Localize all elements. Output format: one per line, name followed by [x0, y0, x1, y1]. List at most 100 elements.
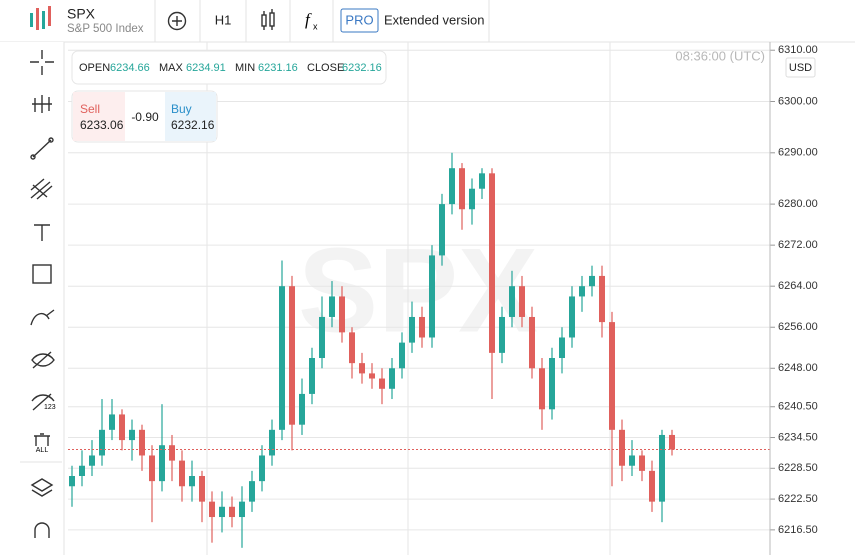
icon-label: 123 — [44, 404, 56, 411]
candle-body — [279, 286, 285, 430]
sell-price[interactable]: 6233.06 — [80, 118, 124, 132]
chart-type-button[interactable] — [261, 9, 275, 30]
candle-body — [639, 455, 645, 471]
add-button[interactable] — [167, 11, 187, 31]
candle-body — [389, 368, 395, 389]
min-label: MIN — [235, 62, 255, 74]
open-value: 6234.66 — [110, 62, 150, 74]
logo — [30, 6, 51, 30]
candle-body — [269, 429, 275, 456]
candle-body — [669, 434, 675, 450]
y-tick-label: 6290.00 — [778, 147, 818, 159]
candle-body — [609, 322, 615, 430]
candle-body — [659, 434, 665, 502]
y-tick-label: 6234.50 — [778, 431, 818, 443]
candle-body — [319, 316, 325, 359]
sell-button[interactable] — [73, 92, 125, 141]
watermark: SPX — [298, 224, 538, 358]
symbol-name: S&P 500 Index — [67, 23, 144, 35]
candle-body — [559, 337, 565, 359]
crosshair-tool[interactable] — [30, 50, 54, 75]
candle-body — [179, 460, 185, 487]
candle-body — [129, 429, 135, 441]
candle-body — [549, 358, 555, 410]
candle-body — [489, 173, 495, 353]
max-label: MAX — [159, 62, 184, 74]
currency-box[interactable] — [785, 57, 816, 78]
candle-body — [79, 465, 85, 476]
fib-tool[interactable] — [30, 178, 53, 200]
candle-body — [249, 481, 255, 502]
candle-body — [149, 455, 155, 482]
candle-body — [359, 363, 365, 374]
chart: SPX 6310.00 6300.00 6290.00 6280.00 6272.00 62… — [68, 42, 818, 555]
candle-body — [159, 445, 165, 482]
y-tick-label: 6216.50 — [778, 524, 818, 536]
candle-body — [239, 501, 245, 518]
hide-indicators-tool[interactable]: 123 — [31, 393, 56, 411]
candle-body — [339, 296, 345, 333]
layers-tool[interactable] — [30, 478, 54, 497]
candle-body — [499, 316, 505, 353]
y-tick-label: 6256.00 — [778, 321, 818, 333]
buy-price[interactable]: 6232.16 — [171, 118, 215, 132]
candle-body — [89, 455, 95, 466]
clock: 08:36:00 (UTC) — [675, 48, 765, 63]
candle-body — [539, 368, 545, 410]
candle-body — [469, 188, 475, 210]
candle-body — [109, 414, 115, 430]
shape-tool[interactable] — [32, 264, 52, 284]
pro-label[interactable]: PRO — [345, 12, 373, 27]
candle-body — [99, 429, 105, 456]
candle-body — [119, 414, 125, 441]
candle-body — [519, 286, 525, 317]
spread: -0.90 — [131, 110, 159, 124]
y-tick-label: 6264.00 — [778, 280, 818, 292]
candle-body — [329, 296, 335, 317]
extended-version[interactable]: Extended version — [384, 12, 484, 27]
magnet-tool[interactable] — [34, 522, 50, 538]
candle-body — [209, 501, 215, 518]
y-tick-label: 6240.50 — [778, 401, 818, 413]
candle-body — [259, 455, 265, 482]
remove-all-tool[interactable]: ALL — [34, 433, 50, 454]
hide-drawings-tool[interactable] — [31, 351, 55, 369]
pro-badge[interactable] — [340, 8, 379, 33]
open-label: OPEN — [79, 62, 110, 74]
y-tick-label: 6228.50 — [778, 462, 818, 474]
close-value: 6232.16 — [342, 62, 382, 74]
candle-body — [189, 475, 195, 487]
candle-body — [289, 286, 295, 425]
candle-body — [349, 332, 355, 364]
currency[interactable]: USD — [789, 62, 812, 74]
max-value: 6234.91 — [186, 62, 226, 74]
buy-button[interactable] — [165, 92, 216, 141]
candle-body — [649, 470, 655, 502]
sell-label[interactable]: Sell — [80, 102, 100, 116]
bars-tool[interactable] — [32, 95, 52, 113]
candle-body — [169, 445, 175, 461]
candle-body — [619, 429, 625, 466]
icon-label: ALL — [36, 447, 49, 454]
svg-text:f: f — [305, 10, 312, 29]
y-tick-label: 6248.00 — [778, 362, 818, 374]
y-tick-label: 6310.00 — [778, 44, 818, 56]
candle-body — [139, 429, 145, 456]
line-tool[interactable] — [30, 137, 54, 160]
svg-text:x: x — [313, 21, 318, 31]
candle-body — [309, 358, 315, 394]
buy-label[interactable]: Buy — [171, 102, 192, 116]
y-tick-label: 6272.00 — [778, 239, 818, 251]
y-tick-label: 6222.50 — [778, 493, 818, 505]
interval-button[interactable]: H1 — [215, 12, 232, 27]
candle-body — [479, 173, 485, 189]
candle-body — [569, 296, 575, 338]
candle-body — [459, 168, 465, 210]
brush-tool[interactable] — [30, 309, 55, 326]
candle-body — [199, 475, 205, 502]
ohlc-box — [71, 50, 387, 85]
candle-body — [229, 506, 235, 518]
text-tool[interactable] — [34, 224, 50, 241]
